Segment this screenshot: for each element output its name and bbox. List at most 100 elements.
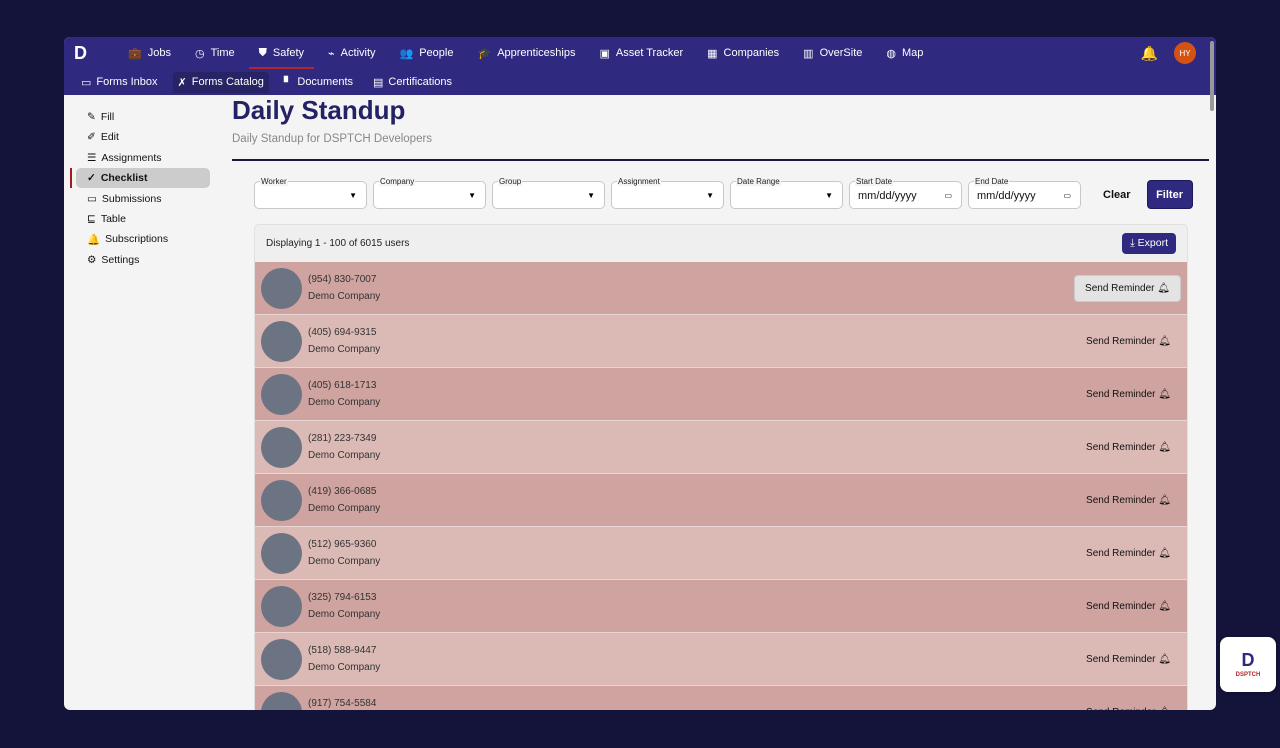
avatar — [261, 373, 302, 415]
company: Demo Company — [308, 344, 381, 355]
filter-worker[interactable]: Worker ▼ — [254, 176, 367, 209]
bell-icon: 🔔︎ — [1158, 494, 1171, 506]
chevron-down-icon: ▼ — [706, 190, 714, 200]
send-reminder-button[interactable]: Send Reminder 🔔︎ — [1086, 600, 1171, 612]
table-row: (405) 694-9315 Demo Company Send Reminder … — [255, 315, 1187, 368]
phone: (419) 366-0685 — [308, 486, 377, 497]
sidebar-item-submissions[interactable]: ▭ Submissions — [87, 192, 162, 205]
sidebar: ✎ Fill ✐ Edit ☰ Assignments ✓ Checklist ▭ Submiss… — [70, 107, 210, 270]
nav-icon: 👥 — [399, 47, 414, 60]
company: Demo Company — [308, 503, 381, 514]
scrollbar[interactable] — [1210, 41, 1214, 111]
nav-icon: 🎓 — [477, 47, 492, 60]
phone: (281) 223-7349 — [308, 433, 377, 444]
subnav-forms-inbox[interactable]: ▭ Forms Inbox — [81, 75, 158, 89]
send-reminder-button[interactable]: Send Reminder 🔔︎ — [1086, 547, 1171, 559]
nav-jobs[interactable]: 💼 Jobs — [128, 47, 171, 60]
bell-icon: 🔔︎ — [1158, 653, 1171, 665]
avatar — [261, 479, 302, 521]
users-list: Displaying 1 - 100 of 6015 users ⤓ Expor… — [254, 224, 1188, 710]
filter-end-date[interactable]: End Date mm/dd/yyyy ▭ — [968, 176, 1081, 209]
nav-activity[interactable]: ⌁ Activity — [328, 47, 376, 60]
page-subtitle: Daily Standup for DSPTCH Developers — [232, 133, 433, 145]
avatar — [261, 267, 302, 309]
sidebar-item-settings[interactable]: ⚙ Settings — [87, 253, 140, 266]
sidebar-item-subscriptions[interactable]: 🔔 Subscriptions — [87, 233, 169, 246]
send-reminder-button[interactable]: Send Reminder 🔔︎ — [1086, 335, 1171, 347]
clear-button[interactable]: Clear — [1103, 188, 1131, 201]
send-reminder-button[interactable]: Send Reminder 🔔︎ — [1086, 494, 1171, 506]
divider — [232, 159, 1209, 161]
nav-map[interactable]: ◍ Map — [886, 47, 924, 60]
send-reminder-button[interactable]: Send Reminder 🔔︎ — [1074, 274, 1181, 302]
table-row: (954) 830-7007 Demo Company Send Reminder … — [255, 262, 1187, 315]
subnav-icon: ✗ — [177, 76, 187, 89]
sidebar-item-assignments[interactable]: ☰ Assignments — [87, 151, 162, 164]
nav-icon: ◍ — [886, 47, 896, 60]
download-icon: ⤓ — [1130, 237, 1138, 249]
nav-people[interactable]: 👥 People — [399, 47, 454, 60]
send-reminder-button[interactable]: Send Reminder 🔔︎ — [1086, 388, 1171, 400]
filter-button[interactable]: Filter — [1146, 180, 1193, 209]
subnav-icon: ▤ — [373, 76, 384, 89]
subnav-forms-catalog[interactable]: ✗ Forms Catalog — [172, 71, 269, 93]
bell-icon: 🔔︎ — [1158, 707, 1171, 711]
bell-icon: 🔔︎ — [1157, 282, 1170, 294]
nav-oversite[interactable]: ▥ OverSite — [803, 47, 863, 60]
bell-icon: 🔔︎ — [1158, 547, 1171, 559]
dsptch-chat-button[interactable]: D DSPTCH — [1220, 637, 1276, 692]
phone: (405) 694-9315 — [308, 327, 377, 338]
export-button[interactable]: ⤓ Export — [1122, 233, 1176, 254]
table-row: (518) 588-9447 Demo Company Send Reminder … — [255, 633, 1187, 686]
filter-start-date[interactable]: Start Date mm/dd/yyyy ▭ — [849, 176, 962, 209]
table-row: (281) 223-7349 Demo Company Send Reminder … — [255, 421, 1187, 474]
sidebar-icon: ☰ — [87, 151, 97, 164]
bell-icon: 🔔︎ — [1158, 441, 1171, 453]
sidebar-item-checklist[interactable]: ✓ Checklist — [70, 168, 210, 189]
sidebar-item-edit[interactable]: ✐ Edit — [87, 131, 119, 144]
table-row: (512) 965-9360 Demo Company Send Reminder … — [255, 527, 1187, 580]
dsptch-fab-logo-icon: D — [1241, 650, 1255, 671]
sidebar-icon: ⊑ — [87, 212, 96, 225]
nav-safety[interactable]: ⛊ Safety — [248, 46, 315, 69]
dsptch-logo[interactable]: D — [74, 43, 87, 63]
sidebar-item-fill[interactable]: ✎ Fill — [87, 111, 115, 123]
chevron-down-icon: ▼ — [825, 190, 833, 200]
nav-icon: ▥ — [803, 47, 814, 60]
bell-icon: 🔔︎ — [1158, 600, 1171, 612]
avatar[interactable]: HY — [1174, 42, 1196, 64]
nav-asset-tracker[interactable]: ▣ Asset Tracker — [599, 47, 684, 60]
nav-icon: ▣ — [599, 47, 610, 60]
avatar — [261, 426, 302, 468]
subnav-documents[interactable]: ▘ Documents — [283, 75, 354, 89]
sidebar-icon: ▭ — [87, 192, 97, 205]
sidebar-item-table[interactable]: ⊑ Table — [87, 212, 126, 225]
subnav-certifications[interactable]: ▤ Certifications — [373, 75, 452, 89]
calendar-icon: ▭ — [944, 190, 952, 200]
nav-icon: ⛊ — [258, 46, 267, 59]
filter-assignment[interactable]: Assignment ▼ — [611, 176, 724, 209]
filter-group[interactable]: Group ▼ — [492, 176, 605, 209]
send-reminder-button[interactable]: Send Reminder 🔔︎ — [1076, 700, 1181, 711]
filter-date-range[interactable]: Date Range ▼ — [730, 176, 843, 209]
nav-icon: ⌁ — [328, 47, 335, 60]
nav-time[interactable]: ◷ Time — [194, 47, 235, 60]
nav-apprenticeships[interactable]: 🎓 Apprenticeships — [477, 47, 576, 60]
send-reminder-button[interactable]: Send Reminder 🔔︎ — [1086, 653, 1171, 665]
table-row: (325) 794-6153 Demo Company Send Reminder … — [255, 580, 1187, 633]
sidebar-icon: ✐ — [87, 131, 96, 144]
phone: (518) 588-9447 — [308, 645, 377, 656]
sidebar-icon: ✎ — [87, 111, 96, 123]
table-row: (405) 618-1713 Demo Company Send Reminder … — [255, 368, 1187, 421]
avatar — [261, 585, 302, 627]
send-reminder-button[interactable]: Send Reminder 🔔︎ — [1086, 441, 1171, 453]
notification-bell-icon[interactable]: 🔔 — [1140, 45, 1158, 61]
filter-company[interactable]: Company ▼ — [373, 176, 486, 209]
phone: (405) 618-1713 — [308, 380, 377, 391]
sidebar-icon: 🔔 — [87, 233, 101, 246]
company: Demo Company — [308, 662, 381, 673]
nav-companies[interactable]: ▦ Companies — [707, 47, 780, 60]
company: Demo Company — [308, 291, 381, 302]
phone: (954) 830-7007 — [308, 274, 377, 285]
